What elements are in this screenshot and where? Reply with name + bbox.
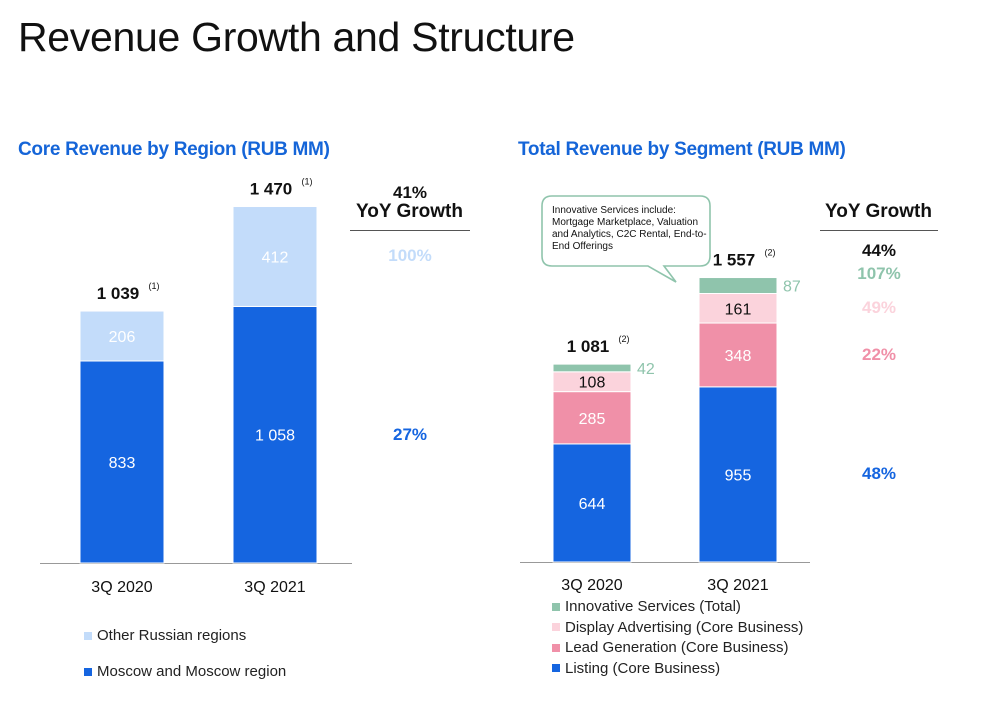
legend-label: Listing (Core Business) [565,659,721,677]
bar-value-label: 1 058 [255,428,295,445]
bar-segment [698,277,778,295]
legend-item: Other Russian regions [84,627,246,644]
bar-segment [698,386,778,563]
chart-title-region: Core Revenue by Region (RUB MM) [18,139,330,160]
yoy-value: 44% [861,240,897,260]
bar-value-label: 955 [725,467,752,484]
bar-segment [232,206,318,307]
legend-swatch [84,667,92,676]
bar-segment [232,305,318,564]
bar-value-label: 161 [725,301,752,318]
total-footnote: (1) [302,177,313,187]
total-footnote: (1) [149,281,160,291]
yoy-value: 100% [388,246,432,266]
bar-segment [79,310,165,362]
legend-item: Display Advertising (Core Business) [552,619,803,636]
x-tick-label: 3Q 2021 [244,579,305,596]
bar-value-label: 412 [262,249,289,266]
yoy-value: 48% [861,464,897,484]
legend-label: Display Advertising (Core Business) [565,618,804,636]
legend-label: Innovative Services (Total) [565,598,741,615]
yoy-header-rule [820,230,938,231]
legend-swatch [552,664,560,672]
legend-label: Other Russian regions [97,627,247,644]
bar-segment [552,391,632,445]
bar-segment [698,293,778,324]
total-footnote: (2) [765,248,776,258]
x-tick-label: 3Q 2021 [707,577,768,594]
bar-value-label: 42 [637,361,655,378]
bar-value-label: 87 [783,279,801,296]
legend-item: Moscow and Moscow region [84,663,286,680]
legend-item: Lead Generation (Core Business) [552,639,788,656]
legend-swatch [552,602,560,611]
page-title: Revenue Growth and Structure [18,14,575,60]
yoy-header-rule [350,230,470,231]
legend-swatch [552,623,560,631]
legend-label: Lead Generation (Core Business) [565,639,789,656]
callout-bubble [541,195,711,283]
bar-value-label: 833 [109,455,136,472]
yoy-value: 49% [861,298,897,318]
legend-label: Moscow and Moscow region [97,663,287,680]
bar-total-label: 1 470 [250,180,293,199]
bar-total-label: 1 557 [713,251,756,270]
bar-segment [552,443,632,563]
x-tick-label: 3Q 2020 [91,579,152,596]
yoy-growth-header: YoY Growth [356,201,463,222]
bar-segment [552,363,632,373]
yoy-value: 107% [857,263,901,283]
yoy-growth-header: YoY Growth [825,201,932,222]
total-footnote: (2) [619,334,630,344]
x-tick-label: 3Q 2020 [561,577,622,594]
yoy-value: 22% [861,344,897,364]
bar-value-label: 644 [579,496,606,513]
legend-swatch [84,631,92,640]
bar-value-label: 108 [579,375,606,392]
callout-text: Innovative Services include: Mortgage Ma… [552,205,707,252]
bar-value-label: 348 [725,348,752,365]
bar-value-label: 206 [109,329,136,346]
yoy-value: 27% [392,424,428,444]
bar-total-label: 1 039 [97,284,140,303]
legend-item: Listing (Core Business) [552,660,720,677]
bar-total-label: 1 081 [567,337,610,356]
bar-value-label: 285 [579,411,606,428]
legend-item: Innovative Services (Total) [552,598,741,615]
bar-segment [698,322,778,388]
yoy-value: 41% [392,182,428,202]
legend-swatch [552,643,560,652]
chart-title-segment: Total Revenue by Segment (RUB MM) [518,139,846,160]
